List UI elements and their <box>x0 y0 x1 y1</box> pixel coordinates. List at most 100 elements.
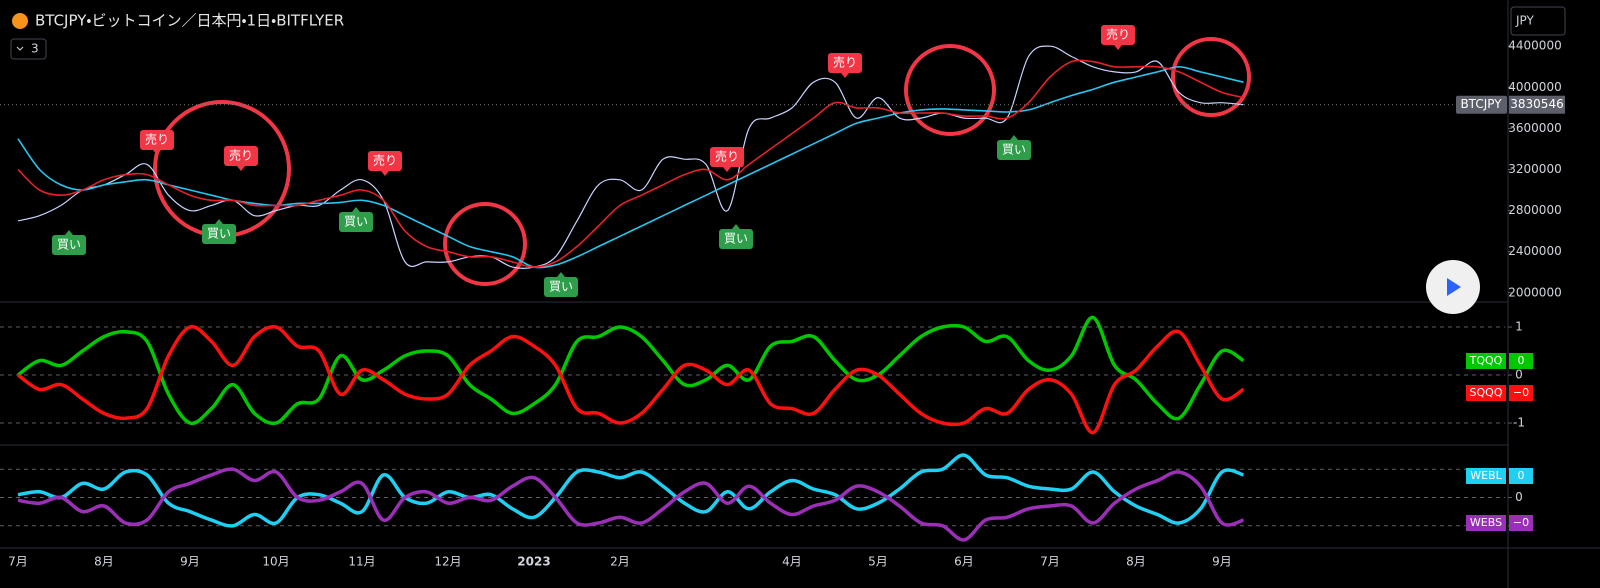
signal-bubble <box>52 235 86 255</box>
signal-pointer <box>841 73 849 78</box>
signal-bubble <box>224 146 258 166</box>
y-tick-label: 2800000 <box>1508 203 1561 217</box>
series-name-tag <box>1466 468 1506 484</box>
signal-label: 買い <box>207 227 231 241</box>
signal-pointer <box>237 166 245 171</box>
signal-pointer <box>215 219 223 224</box>
y-tick-label: 3200000 <box>1508 162 1561 176</box>
signal-bubble <box>1101 25 1135 45</box>
signal-bubble <box>339 212 373 232</box>
signal-label: 売り <box>833 55 857 70</box>
x-tick-label: 8月 <box>1126 555 1146 569</box>
y-tick-label: 4000000 <box>1508 80 1561 94</box>
signal-bubble <box>719 229 753 249</box>
signal-label: 買い <box>549 280 573 294</box>
signal-label: 売り <box>229 148 253 163</box>
highlight-circle <box>904 44 996 136</box>
indicator-count: 3 <box>31 42 39 56</box>
signal-pointer <box>381 171 389 176</box>
x-tick-label: 6月 <box>954 555 974 569</box>
x-tick-label: 4月 <box>782 555 802 569</box>
x-tick-label: 5月 <box>868 555 888 569</box>
series-value: 0 <box>1518 354 1525 367</box>
signal-pointer <box>723 167 731 172</box>
x-tick-label: 8月 <box>94 555 114 569</box>
x-tick-label: 10月 <box>262 555 289 569</box>
series-name: TQQQ <box>1469 354 1503 367</box>
highlight-circle <box>443 202 527 286</box>
signal-label: 売り <box>145 132 169 147</box>
x-tick-label: 9月 <box>1212 555 1232 569</box>
signal-pointer <box>1114 45 1122 50</box>
price-tag-label: 3830546 <box>1510 97 1563 111</box>
series-name-tag <box>1466 515 1506 531</box>
series-line <box>17 59 1244 268</box>
signal-pointer <box>557 272 565 277</box>
symbol-tag-label: BTCJPY <box>1460 97 1502 111</box>
signal-bubble <box>140 130 174 150</box>
series-line <box>16 315 1245 426</box>
x-tick-label: 7月 <box>1040 555 1060 569</box>
highlight-circle <box>1171 37 1251 117</box>
signal-label: 売り <box>373 153 397 168</box>
y-tick-label: 0 <box>1515 368 1523 382</box>
series-line <box>17 467 1244 542</box>
signal-label: 買い <box>344 215 368 229</box>
y-tick-label: 1 <box>1515 320 1523 334</box>
play-icon <box>1447 278 1461 296</box>
series-value-tag <box>1509 353 1533 369</box>
signal-bubble <box>997 140 1031 160</box>
y-tick-label: 4400000 <box>1508 39 1561 53</box>
y-tick-label: 3600000 <box>1508 121 1561 135</box>
signal-label: 売り <box>715 149 739 164</box>
currency-label: JPY <box>1515 14 1535 28</box>
signal-bubble <box>368 151 402 171</box>
series-value: −0 <box>1513 516 1529 529</box>
y-tick-label: -1 <box>1513 416 1525 430</box>
series-line <box>17 453 1244 528</box>
signal-pointer <box>65 230 73 235</box>
x-tick-label: 11月 <box>348 555 375 569</box>
signal-pointer <box>153 150 161 155</box>
x-tick-label: 12月 <box>434 555 461 569</box>
x-tick-label: 7月 <box>8 555 28 569</box>
signal-bubble <box>202 224 236 244</box>
series-name-tag <box>1466 353 1506 369</box>
price-tag <box>1509 95 1565 114</box>
series-line <box>17 66 1244 269</box>
series-value-tag <box>1509 385 1533 401</box>
signal-bubble <box>828 53 862 73</box>
series-line <box>16 324 1245 435</box>
y-tick-label: 2400000 <box>1508 244 1561 258</box>
chevron-icon <box>16 46 24 51</box>
signal-bubble <box>710 147 744 167</box>
signal-bubble <box>544 277 578 297</box>
signal-pointer <box>1010 135 1018 140</box>
signal-pointer <box>352 207 360 212</box>
x-tick-label: 2023 <box>517 555 550 569</box>
signal-label: 買い <box>724 232 748 246</box>
symbol-title: BTCJPY・ビットコイン／日本円・1日・BITFLYER <box>35 12 344 30</box>
x-tick-label: 9月 <box>180 555 200 569</box>
series-value-tag <box>1509 515 1533 531</box>
series-name: SQQQ <box>1470 386 1503 399</box>
series-value: 0 <box>1518 469 1525 482</box>
signal-label: 買い <box>57 238 81 252</box>
series-value-tag <box>1509 468 1533 484</box>
y-tick-label: 0 <box>1515 490 1523 504</box>
plot-area: 2000000 2400000 2800000 3200000 3600000 40000… <box>0 25 1565 569</box>
signal-pointer <box>732 224 740 229</box>
x-tick-label: 2月 <box>610 555 630 569</box>
y-tick-label: 2000000 <box>1508 285 1561 299</box>
signal-label: 買い <box>1002 143 1026 157</box>
currency-button[interactable] <box>1510 6 1566 36</box>
series-name: WEBL <box>1470 469 1502 482</box>
coin-icon <box>12 13 28 29</box>
indicator-toggle[interactable] <box>10 38 47 60</box>
signal-label: 売り <box>1106 27 1130 42</box>
series-name: WEBS <box>1470 516 1502 529</box>
symbol-tag <box>1456 95 1507 114</box>
